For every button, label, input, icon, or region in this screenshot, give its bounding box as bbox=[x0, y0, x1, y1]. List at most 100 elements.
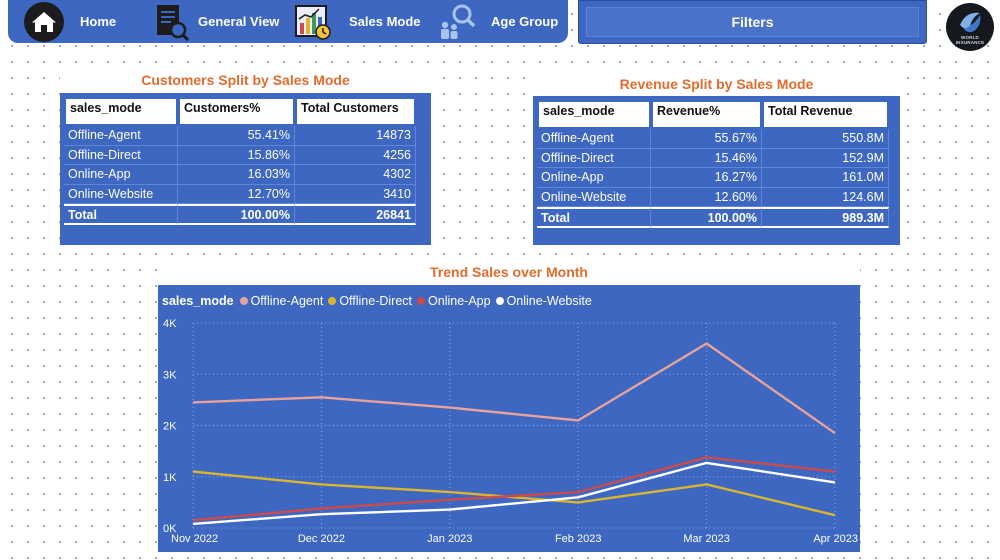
cell-sales-mode: Offline-Agent bbox=[537, 129, 651, 149]
column-header-total-revenue[interactable]: Total Revenue bbox=[762, 100, 889, 129]
revenue-split-card: sales_mode Revenue% Total Revenue Offlin… bbox=[533, 96, 900, 245]
legend-dot bbox=[328, 297, 337, 305]
legend-item-offline-direct[interactable]: Offline-Direct bbox=[328, 294, 412, 308]
world-insurance-logo: WORLD INSURANCE bbox=[946, 3, 994, 51]
table-row: Offline-Agent 55.41% 14873 bbox=[64, 126, 416, 146]
table-row: Offline-Direct 15.46% 152.9M bbox=[537, 148, 889, 168]
x-tick-label: Nov 2022 bbox=[171, 533, 218, 545]
x-tick-label: Jan 2023 bbox=[427, 533, 472, 545]
document-search-icon bbox=[154, 3, 190, 41]
legend-title: sales_mode bbox=[162, 294, 234, 308]
nav-age-group-button[interactable]: Age Group bbox=[438, 0, 558, 43]
x-tick-label: Apr 2023 bbox=[813, 533, 858, 545]
chart-title: Trend Sales over Month bbox=[158, 264, 860, 284]
globe-icon bbox=[960, 12, 981, 33]
y-tick-label: 3K bbox=[163, 369, 177, 381]
cell-total-revenue: 550.8M bbox=[762, 129, 889, 149]
home-icon bbox=[24, 1, 64, 42]
cell-sales-mode: Offline-Agent bbox=[64, 126, 178, 146]
table-row: Offline-Direct 15.86% 4256 bbox=[64, 145, 416, 165]
cell-total-customers-count: 26841 bbox=[295, 204, 416, 225]
y-tick-label: 0K bbox=[163, 523, 177, 535]
nav-age-group-label: Age Group bbox=[491, 14, 559, 29]
column-header-sales-mode[interactable]: sales_mode bbox=[537, 100, 651, 129]
chart-clock-icon bbox=[293, 3, 333, 41]
column-header-sales-mode[interactable]: sales_mode bbox=[64, 97, 178, 126]
table-header-row: sales_mode Customers% Total Customers bbox=[64, 97, 416, 126]
cell-total-revenue: 161.0M bbox=[762, 168, 889, 188]
nav-general-view-button[interactable]: General View bbox=[154, 0, 279, 43]
nav-sales-mode-label: Sales Mode bbox=[349, 14, 421, 29]
filters-panel: Filters bbox=[578, 0, 927, 44]
revenue-split-title: Revenue Split by Sales Mode bbox=[533, 76, 900, 96]
nav-bar: Home General View bbox=[8, 0, 568, 43]
filters-button[interactable]: Filters bbox=[586, 7, 919, 37]
table-header-row: sales_mode Revenue% Total Revenue bbox=[537, 100, 889, 129]
cell-total-revenue-pct: 100.00% bbox=[651, 207, 762, 228]
column-header-total-customers[interactable]: Total Customers bbox=[295, 97, 416, 126]
cell-customers-pct: 15.86% bbox=[178, 145, 295, 165]
cell-customers-pct: 16.03% bbox=[178, 165, 295, 185]
legend-dot bbox=[495, 297, 504, 305]
cell-total-customers: 4302 bbox=[295, 165, 416, 185]
cell-sales-mode: Offline-Direct bbox=[537, 148, 651, 168]
column-header-customers-pct[interactable]: Customers% bbox=[178, 97, 295, 126]
logo-line2: INSURANCE bbox=[955, 40, 985, 45]
customers-split-title: Customers Split by Sales Mode bbox=[60, 72, 431, 92]
cell-revenue-pct: 16.27% bbox=[651, 168, 762, 188]
x-tick-label: Feb 2023 bbox=[555, 533, 601, 545]
series-line-online-website bbox=[192, 461, 836, 526]
x-tick-label: Dec 2022 bbox=[298, 533, 345, 545]
cell-total-customers: 4256 bbox=[295, 145, 416, 165]
cell-sales-mode: Online-Website bbox=[64, 184, 178, 204]
cell-total-customers: 14873 bbox=[295, 126, 416, 146]
nav-sales-mode-button[interactable]: Sales Mode bbox=[293, 0, 421, 43]
cell-customers-pct: 12.70% bbox=[178, 184, 295, 204]
chart-legend: sales_mode Offline-Agent Offline-Direct … bbox=[162, 294, 597, 308]
legend-item-online-website[interactable]: Online-Website bbox=[495, 294, 592, 308]
logo-line1: WORLD bbox=[961, 35, 979, 40]
cell-sales-mode: Offline-Direct bbox=[64, 145, 178, 165]
trend-chart-body bbox=[158, 285, 860, 552]
legend-label: Offline-Agent bbox=[250, 294, 324, 308]
y-tick-label: 4K bbox=[163, 318, 177, 330]
nav-general-view-label: General View bbox=[198, 14, 280, 29]
table-row: Online-App 16.03% 4302 bbox=[64, 165, 416, 185]
series-line-online-app bbox=[192, 456, 836, 522]
cell-customers-pct: 55.41% bbox=[178, 126, 295, 146]
table-total-row: Total 100.00% 989.3M bbox=[537, 207, 889, 228]
cell-revenue-pct: 55.67% bbox=[651, 129, 762, 149]
trend-line-chart: 0K 1K 2K 3K 4K Nov 2022 Dec 2022 Jan 2023 Feb 20… bbox=[163, 318, 858, 545]
series-line-offline-direct bbox=[192, 470, 836, 517]
cell-sales-mode: Online-Website bbox=[537, 187, 651, 207]
customers-split-card: sales_mode Customers% Total Customers Of… bbox=[60, 93, 431, 245]
cell-total-label: Total bbox=[537, 207, 651, 228]
table-row: Online-Website 12.60% 124.6M bbox=[537, 187, 889, 207]
table-row: Online-App 16.27% 161.0M bbox=[537, 168, 889, 188]
table-total-row: Total 100.00% 26841 bbox=[64, 204, 416, 225]
cell-total-revenue: 124.6M bbox=[762, 187, 889, 207]
cell-total-revenue: 152.9M bbox=[762, 148, 889, 168]
revenue-split-table: sales_mode Revenue% Total Revenue Offlin… bbox=[537, 100, 889, 228]
x-tick-label: Mar 2023 bbox=[683, 533, 729, 545]
y-tick-label: 2K bbox=[163, 421, 177, 433]
legend-dot bbox=[417, 297, 426, 305]
legend-label: Online-App bbox=[428, 294, 491, 308]
table-row: Offline-Agent 55.67% 550.8M bbox=[537, 129, 889, 149]
cell-total-label: Total bbox=[64, 204, 178, 225]
cell-total-customers-pct: 100.00% bbox=[178, 204, 295, 225]
cell-revenue-pct: 12.60% bbox=[651, 187, 762, 207]
cell-total-customers: 3410 bbox=[295, 184, 416, 204]
legend-label: Offline-Direct bbox=[339, 294, 413, 308]
nav-home-button[interactable]: Home bbox=[24, 0, 116, 43]
legend-item-online-app[interactable]: Online-App bbox=[417, 294, 491, 308]
y-tick-label: 1K bbox=[163, 472, 177, 484]
people-search-icon bbox=[438, 3, 476, 41]
column-header-revenue-pct[interactable]: Revenue% bbox=[651, 100, 762, 129]
cell-sales-mode: Online-App bbox=[537, 168, 651, 188]
nav-home-label: Home bbox=[80, 14, 117, 29]
legend-dot bbox=[239, 297, 248, 305]
legend-label: Online-Website bbox=[506, 294, 592, 308]
cell-total-revenue-amount: 989.3M bbox=[762, 207, 889, 228]
legend-item-offline-agent[interactable]: Offline-Agent bbox=[239, 294, 324, 308]
